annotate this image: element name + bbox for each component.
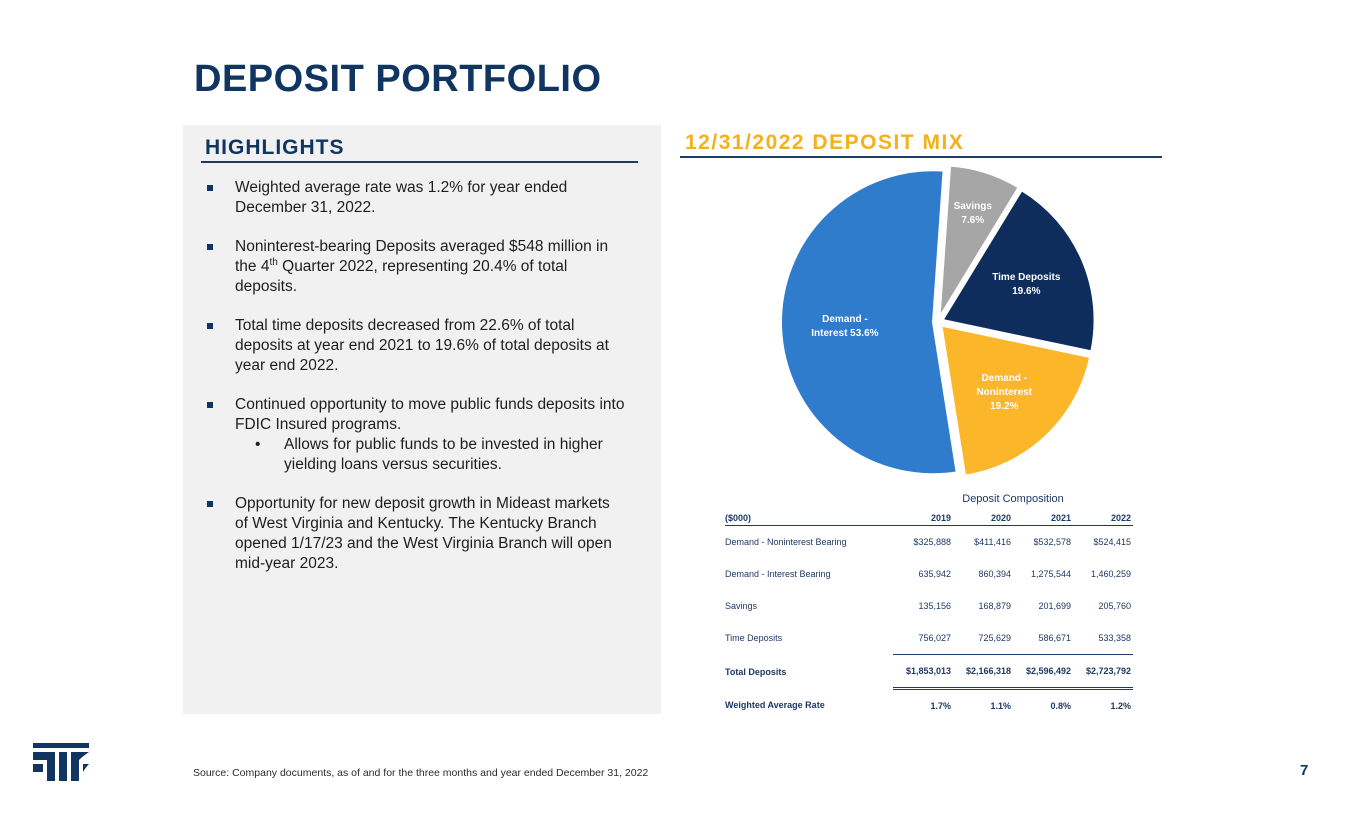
table-cell: $411,416 bbox=[974, 537, 1011, 547]
bullet-noninterest-deposits: Noninterest-bearing Deposits averaged $5… bbox=[205, 237, 625, 297]
highlights-heading: HIGHLIGHTS bbox=[205, 136, 345, 159]
table-cell: 205,760 bbox=[1098, 601, 1131, 611]
table-cell: 135,156 bbox=[918, 601, 951, 611]
table-rate-row: Weighted Average Rate 1.7% 1.1% 0.8% 1.2… bbox=[725, 689, 1133, 723]
pie-label: Demand -Interest 53.6% bbox=[811, 314, 878, 339]
bullet-text: Continued opportunity to move public fun… bbox=[235, 396, 625, 433]
sub-bullet: Allows for public funds to be invested i… bbox=[235, 435, 625, 475]
pie-label: Demand -Noninterest 19.2% bbox=[976, 373, 1032, 412]
source-note: Source: Company documents, as of and for… bbox=[193, 767, 649, 779]
table-cell: 635,942 bbox=[918, 569, 951, 579]
bullet-weighted-rate: Weighted average rate was 1.2% for year … bbox=[205, 178, 625, 218]
table-cell: 1,275,544 bbox=[1030, 569, 1071, 579]
bullet-text: Noninterest-bearing Deposits averaged $5… bbox=[235, 238, 609, 275]
sub-list: Allows for public funds to be invested i… bbox=[235, 435, 625, 475]
pie-slice-demand-noninterest bbox=[940, 324, 1092, 477]
column-header-year: 2019 bbox=[893, 511, 953, 526]
table-cell: 1.2% bbox=[1110, 701, 1131, 711]
table-cell: 1.7% bbox=[930, 701, 951, 711]
table-header-row: ($000) 2019 2020 2021 2022 bbox=[725, 511, 1133, 526]
pie-slice-demand-interest bbox=[780, 169, 958, 476]
highlights-panel bbox=[183, 125, 661, 714]
row-label: Demand - Interest Bearing bbox=[725, 569, 831, 579]
table-row: Demand - Noninterest Bearing $325,888 $4… bbox=[725, 526, 1133, 559]
table-row: Time Deposits 756,027 725,629 586,671 53… bbox=[725, 622, 1133, 655]
pie-slice-savings bbox=[938, 164, 1020, 318]
table-cell: $325,888 bbox=[913, 537, 951, 547]
bullet-text: Quarter 2022, representing 20.4% of tota… bbox=[235, 258, 568, 295]
table-cell: 725,629 bbox=[953, 622, 1013, 655]
table-row: Demand - Interest Bearing 635,942 860,39… bbox=[725, 558, 1133, 590]
deposit-mix-pie-chart: Savings 7.6% Time Deposits 19.6% Demand -Non… bbox=[780, 164, 1096, 477]
column-header-year: 2021 bbox=[1013, 511, 1073, 526]
table-cell: 756,027 bbox=[893, 622, 953, 655]
table-cell: 168,879 bbox=[978, 601, 1011, 611]
table-cell: 1,460,259 bbox=[1090, 569, 1131, 579]
table-cell: $532,578 bbox=[1033, 537, 1071, 547]
pie-label: Savings 7.6% bbox=[954, 201, 993, 226]
table-cell: $1,853,013 bbox=[893, 654, 953, 690]
bullet-time-deposits: Total time deposits decreased from 22.6%… bbox=[205, 316, 625, 376]
deposit-composition-table: ($000) 2019 2020 2021 2022 Demand - Noni… bbox=[725, 511, 1133, 722]
row-label: Savings bbox=[725, 601, 758, 611]
pie-slice-time-deposits bbox=[941, 188, 1096, 353]
table-total-row: Total Deposits $1,853,013 $2,166,318 $2,… bbox=[725, 654, 1133, 690]
highlights-list: Weighted average rate was 1.2% for year … bbox=[205, 178, 625, 593]
ordinal-suffix: th bbox=[269, 256, 278, 268]
table-cell: 860,394 bbox=[978, 569, 1011, 579]
table-row: Savings 135,156 168,879 201,699 205,760 bbox=[725, 590, 1133, 622]
table-caption: Deposit Composition bbox=[962, 493, 1064, 505]
table-cell: 0.8% bbox=[1050, 701, 1071, 711]
table-cell: 586,671 bbox=[1013, 622, 1073, 655]
pie-label: Time Deposits 19.6% bbox=[992, 272, 1061, 297]
page-number: 7 bbox=[1300, 762, 1309, 779]
deposit-mix-title: 12/31/2022 DEPOSIT MIX bbox=[685, 131, 965, 154]
table-cell: $2,723,792 bbox=[1073, 654, 1133, 690]
row-label: Time Deposits bbox=[725, 633, 783, 644]
table-cell: $524,415 bbox=[1093, 537, 1131, 547]
column-header-year: 2022 bbox=[1073, 511, 1133, 526]
row-label: Demand - Noninterest Bearing bbox=[725, 537, 847, 547]
row-label: Weighted Average Rate bbox=[725, 700, 825, 711]
table-cell: 533,358 bbox=[1073, 622, 1133, 655]
table-cell: $2,166,318 bbox=[953, 654, 1013, 690]
page-title: DEPOSIT PORTFOLIO bbox=[194, 58, 602, 100]
row-label: Total Deposits bbox=[725, 666, 787, 677]
bullet-public-funds: Continued opportunity to move public fun… bbox=[205, 395, 625, 475]
deposit-mix-divider bbox=[680, 156, 1162, 158]
table-cell: 1.1% bbox=[990, 701, 1011, 711]
company-logo-icon bbox=[33, 743, 89, 781]
bullet-deposit-growth: Opportunity for new deposit growth in Mi… bbox=[205, 494, 625, 574]
column-header-year: 2020 bbox=[953, 511, 1013, 526]
column-header-label: ($000) bbox=[725, 511, 893, 526]
table-cell: $2,596,492 bbox=[1013, 654, 1073, 690]
highlights-divider bbox=[201, 161, 638, 163]
table-cell: 201,699 bbox=[1038, 601, 1071, 611]
